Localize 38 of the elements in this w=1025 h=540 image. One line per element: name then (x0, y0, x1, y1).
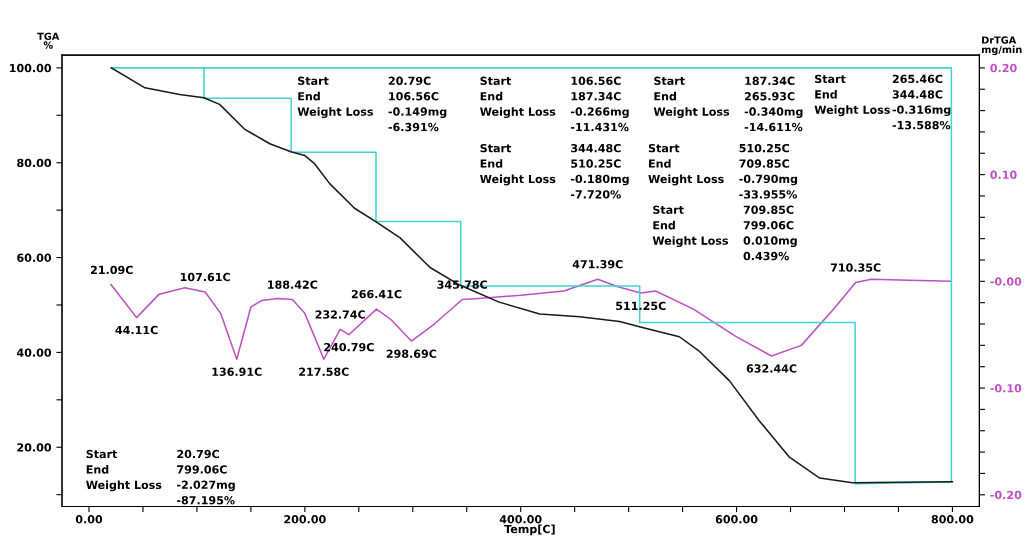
y2-tick-label: -0.00 (990, 277, 1022, 286)
text: Start 709.85C End 799.06C Weight Loss 0.010mg 0.439% (652, 205, 797, 261)
text: Start 265.46C End 344.48C Weight Loss -0.316mg -13.588% (814, 74, 951, 130)
x-tick-label: 800.00 (931, 515, 974, 524)
y2-tick-label: -0.10 (990, 384, 1022, 393)
y2-tick-label: -0.20 (990, 490, 1022, 500)
text: Start 20.79C End 106.56C Weight Loss -0.149mg -6.391% (297, 76, 447, 132)
x-tick-label: 200.00 (284, 515, 326, 524)
text: Start 510.25C End 709.85C Weight Loss -0.790mg -33.955% (648, 143, 798, 199)
text: Start 187.34C End 265.93C Weight Loss -0.340mg -14.611% (653, 76, 803, 132)
annotation: 188.42C (268, 280, 318, 289)
y-tick-label: 40.00 (16, 348, 52, 357)
x-axis-title: Temp[C] (504, 524, 555, 536)
annotation: 471.39C (572, 260, 623, 269)
x-tick-label: 400.00 (499, 515, 542, 524)
text: Start 20.79C End 799.06C Weight Loss -2.027mg -87.195% (86, 449, 235, 505)
annotation: 21.09C (90, 265, 133, 275)
y2-tick-label: 0.10 (990, 170, 1017, 179)
y-tick-label: 80.00 (17, 158, 52, 168)
x-tick-label: 600.00 (715, 515, 758, 524)
annotation: 232.74C (315, 310, 365, 319)
x-tick-label: 0.00 (75, 515, 103, 524)
annotation: 710.35C (830, 263, 881, 272)
y-tick-label: 20.00 (17, 443, 52, 452)
annotation: 298.69C (386, 349, 437, 358)
annotation: 136.91C (212, 367, 262, 376)
annotation: 266.41C (351, 289, 402, 299)
text: Start 344.48C End 510.25C Weight Loss -0.180mg -7.720% (480, 143, 629, 199)
y-axis-title: TGA % (37, 32, 60, 49)
y-tick-label: 60.00 (17, 253, 52, 262)
y2-tick-label: 0.20 (990, 63, 1017, 73)
annotation: 632.44C (746, 364, 797, 373)
annotation: 44.11C (115, 325, 158, 335)
text: Start 106.56C End 187.34C Weight Loss -0.266mg -11.431% (480, 76, 629, 132)
y-tick-label: 100.00 (9, 63, 52, 73)
y2-axis-title: DrTGA mg/min (982, 36, 1022, 56)
annotation: 217.58C (299, 367, 349, 376)
annotation: 107.61C (180, 272, 230, 282)
